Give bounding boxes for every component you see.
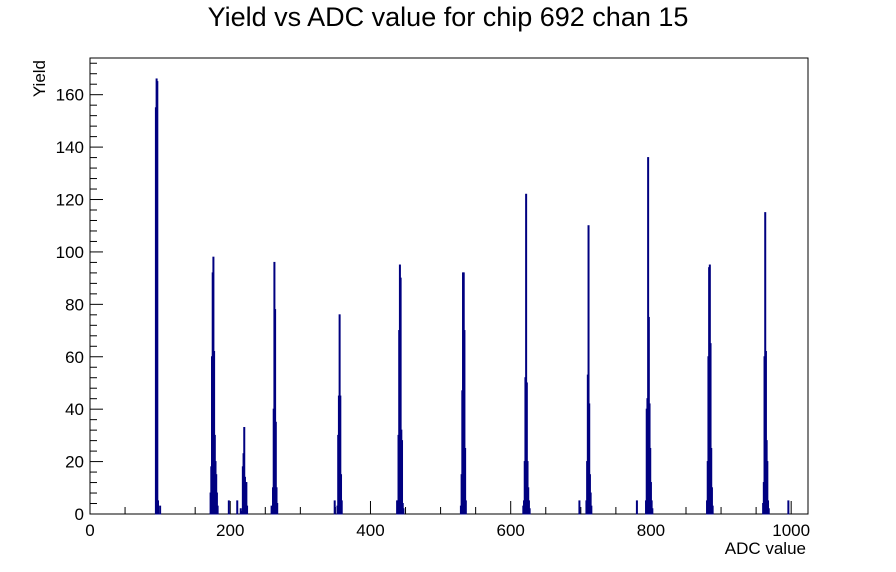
histogram-bin <box>227 500 230 515</box>
histogram-bin <box>340 500 343 515</box>
histogram-bin <box>236 500 239 515</box>
plot-frame <box>89 57 809 515</box>
x-axis-title: ADC value <box>725 539 806 558</box>
y-tick-label: 40 <box>65 400 84 419</box>
histogram-bin <box>578 500 581 515</box>
x-tick-label: 0 <box>85 521 94 540</box>
y-tick-label: 120 <box>56 191 84 210</box>
histogram-bin <box>401 440 404 515</box>
x-tick-label: 800 <box>637 521 665 540</box>
histogram-bin <box>590 505 593 515</box>
histogram-bin <box>270 505 273 515</box>
y-tick-label: 60 <box>65 348 84 367</box>
y-tick-label: 160 <box>56 86 84 105</box>
histogram-bin <box>157 500 160 515</box>
histogram-bin <box>767 508 770 515</box>
x-tick-label: 600 <box>497 521 525 540</box>
histogram-bin <box>216 505 219 515</box>
histogram-bin <box>464 500 467 515</box>
histogram-bin <box>787 500 790 515</box>
y-tick-label: 100 <box>56 243 84 262</box>
histogram-bin <box>276 503 279 515</box>
tick-labels: 0 200 400 600 800 1000 0 20 40 60 80 100 120 140 160 <box>56 86 810 540</box>
x-tick-label: 200 <box>216 521 244 540</box>
y-tick-label: 0 <box>75 505 84 524</box>
y-tick-label: 20 <box>65 453 84 472</box>
histogram-bin <box>333 500 336 515</box>
axis-ticks <box>89 62 792 515</box>
histogram-bin <box>156 81 159 515</box>
histogram-bin <box>240 510 243 515</box>
y-tick-label: 80 <box>65 295 84 314</box>
histogram-bin <box>246 505 249 515</box>
y-tick-label: 140 <box>56 138 84 157</box>
histogram-bin <box>402 508 405 515</box>
histogram-bin <box>635 500 638 515</box>
histogram-bins <box>154 78 790 515</box>
x-tick-label: 400 <box>356 521 384 540</box>
x-tick-label: 1000 <box>772 521 810 540</box>
histogram-bin <box>651 508 654 515</box>
histogram-bin <box>159 505 162 515</box>
chart-title: Yield vs ADC value for chip 692 chan 15 <box>207 2 689 32</box>
histogram-bin <box>711 505 714 515</box>
histogram-bin <box>528 508 531 515</box>
y-axis-title: Yield <box>30 60 49 97</box>
